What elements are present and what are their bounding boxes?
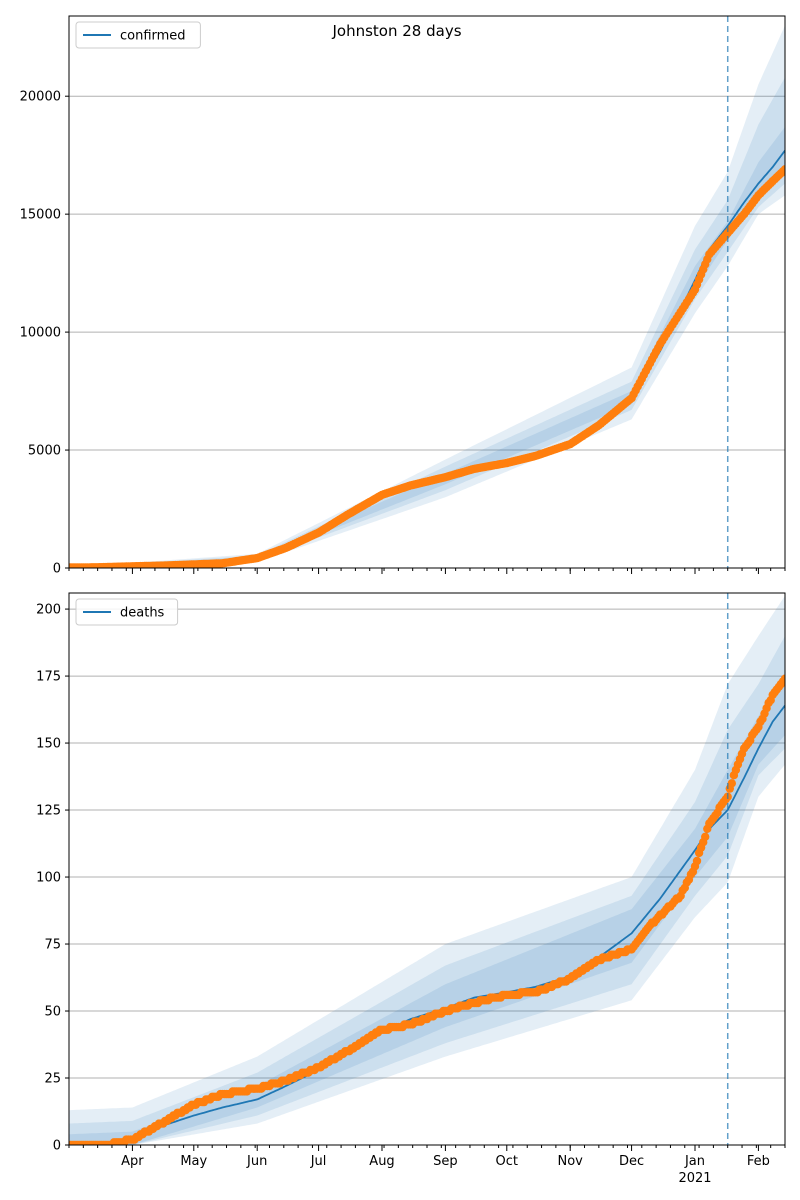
x-tick-label: Nov xyxy=(558,1154,584,1169)
uncertainty-band-middle xyxy=(69,635,785,1145)
x-year-label: 2021 xyxy=(678,1171,711,1186)
x-tick-label: Apr xyxy=(121,1154,144,1169)
x-tick-label: Dec xyxy=(619,1154,644,1169)
x-tick-label: Jun xyxy=(246,1154,267,1169)
x-tick-label: Feb xyxy=(747,1154,770,1169)
y-tick-label: 200 xyxy=(36,603,61,618)
y-tick-label: 20000 xyxy=(20,90,61,105)
x-tick-label: Jan xyxy=(684,1154,705,1169)
y-tick-label: 125 xyxy=(36,804,61,819)
y-tick-label: 25 xyxy=(44,1072,61,1087)
figure-title: Johnston 28 days xyxy=(331,22,461,40)
x-tick-label: May xyxy=(180,1154,207,1169)
y-tick-label: 0 xyxy=(53,1139,61,1154)
x-tick-label: Sep xyxy=(433,1154,458,1169)
legend-label: deaths xyxy=(120,606,165,621)
y-tick-label: 5000 xyxy=(28,444,61,459)
observed-point xyxy=(692,856,702,866)
confirmed-panel: 0 5000 10000 15000 20000 confirmed xyxy=(20,15,786,577)
legend-box xyxy=(75,598,179,626)
y-tick-label: 10000 xyxy=(20,326,61,341)
x-tick-label: Aug xyxy=(369,1154,394,1169)
y-tick-label: 150 xyxy=(36,737,61,752)
y-tick-label: 15000 xyxy=(20,208,61,223)
observed-point xyxy=(701,832,710,841)
y-tick-label: 50 xyxy=(44,1005,61,1020)
deaths-panel: 0 25 50 75 100 125 150 175 200 Apr May Jun Jul Aug Sep… xyxy=(36,592,786,1186)
y-tick-label: 100 xyxy=(36,871,61,886)
legend: deaths xyxy=(75,598,179,626)
uncertainty-band-inner xyxy=(69,676,785,1145)
x-tick-label: Jul xyxy=(310,1154,327,1169)
y-tick-label: 0 xyxy=(53,562,61,577)
observed-point xyxy=(780,165,785,174)
uncertainty-band-outer xyxy=(69,595,785,1145)
observed-point xyxy=(780,674,785,683)
legend: confirmed xyxy=(75,21,201,49)
legend-label: confirmed xyxy=(120,29,186,44)
observed-point xyxy=(727,779,736,788)
x-tick-label: Oct xyxy=(496,1154,518,1169)
y-tick-label: 75 xyxy=(44,938,61,953)
y-tick-label: 175 xyxy=(36,670,61,685)
legend-box xyxy=(75,21,201,49)
